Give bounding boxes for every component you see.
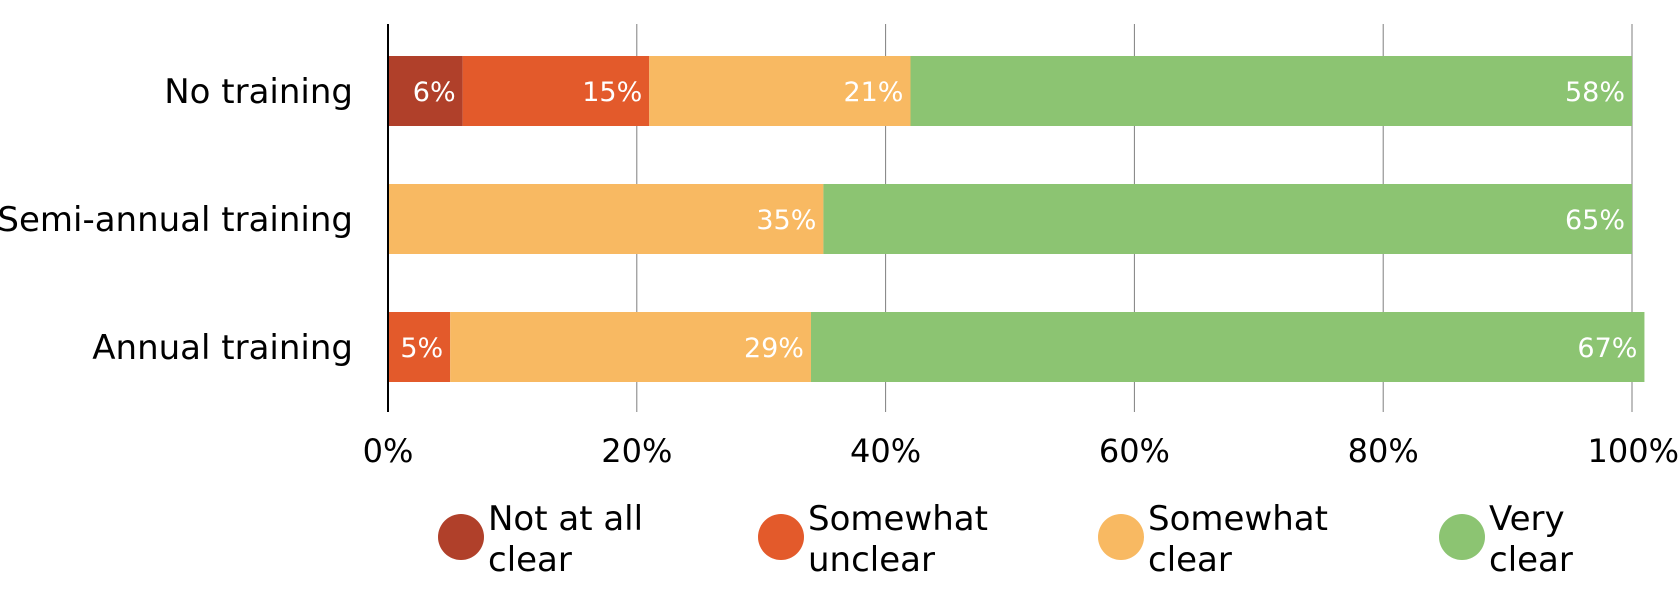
bar-segment	[388, 184, 824, 254]
x-tick-label: 20%	[601, 432, 672, 470]
legend-label: Very	[1489, 499, 1565, 539]
legend-marker	[758, 514, 804, 560]
data-labels: 6% 15% 21% 58% 35% 65% 5% 29% 67%	[400, 77, 1637, 364]
bars	[388, 56, 1645, 382]
bar-segment	[910, 56, 1632, 126]
bar-segment	[388, 312, 451, 382]
legend-label: Somewhat	[808, 499, 988, 539]
x-tick-label: 40%	[850, 432, 921, 470]
x-tick-label: 80%	[1348, 432, 1419, 470]
legend-label: unclear	[808, 540, 935, 580]
legend-marker	[438, 514, 484, 560]
x-tick-label: 60%	[1099, 432, 1170, 470]
data-label: 21%	[843, 77, 903, 108]
legend-label: clear	[1489, 540, 1573, 580]
data-label: 65%	[1565, 205, 1625, 236]
bar-segment	[823, 184, 1632, 254]
legend: Not at allclearSomewhatunclearSomewhatcl…	[438, 499, 1573, 580]
legend-label: Somewhat	[1148, 499, 1328, 539]
data-label: 58%	[1565, 77, 1625, 108]
bar-segment	[388, 56, 463, 126]
bar-segment	[450, 312, 811, 382]
bar-segment	[649, 56, 911, 126]
data-label: 67%	[1577, 333, 1637, 364]
bar-segment	[462, 56, 650, 126]
x-tick-labels: 0% 20% 40% 60% 80% 100%	[363, 432, 1679, 470]
legend-label: clear	[1148, 540, 1232, 580]
category-label: Semi-annual training	[0, 200, 353, 240]
data-label: 6%	[413, 77, 456, 108]
x-tick-label: 0%	[363, 432, 414, 470]
legend-marker	[1098, 514, 1144, 560]
category-labels: No training Semi-annual training Annual tr…	[0, 72, 353, 368]
data-label: 35%	[756, 205, 816, 236]
category-label: No training	[164, 72, 353, 112]
data-label: 29%	[744, 333, 804, 364]
legend-label: Not at all	[488, 499, 643, 539]
data-label: 5%	[400, 333, 443, 364]
legend-label: clear	[488, 540, 572, 580]
category-label: Annual training	[92, 328, 353, 368]
x-tick-label: 100%	[1588, 432, 1679, 470]
legend-marker	[1439, 514, 1485, 560]
bar-segment	[810, 312, 1645, 382]
data-label: 15%	[582, 77, 642, 108]
